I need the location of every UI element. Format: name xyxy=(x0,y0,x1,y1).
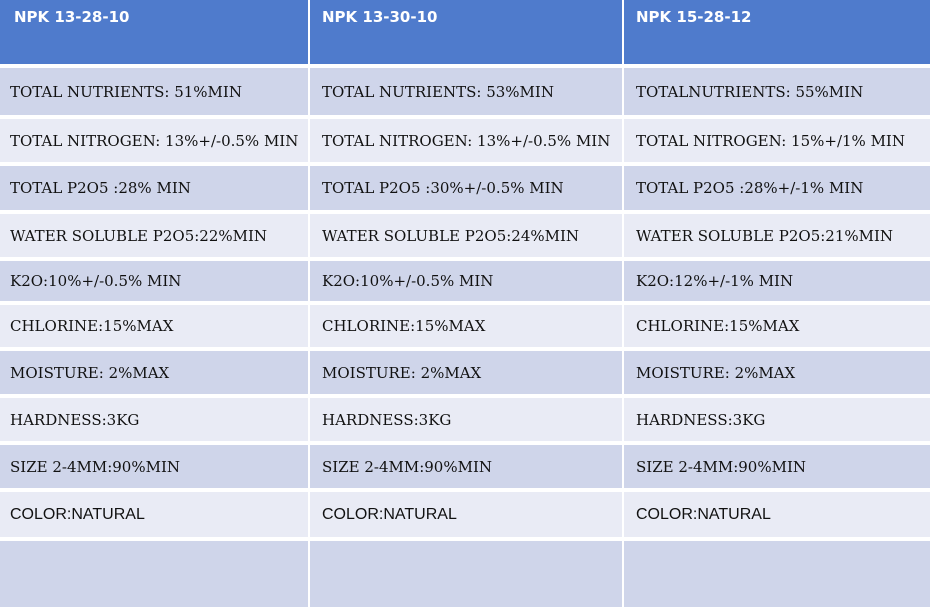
k2o-cell: K2O:10%+/-0.5% MIN xyxy=(0,261,308,301)
color-cell: COLOR:NATURAL xyxy=(310,492,622,537)
total-nitrogen-cell: TOTAL NITROGEN: 15%+/1% MIN xyxy=(624,119,930,162)
water-soluble-p2o5-cell: WATER SOLUBLE P2O5:22%MIN xyxy=(0,214,308,257)
total-nutrients-cell: TOTAL NUTRIENTS: 53%MIN xyxy=(310,68,622,115)
hardness-cell: HARDNESS:3KG xyxy=(310,398,622,441)
size-cell: SIZE 2-4MM:90%MIN xyxy=(624,445,930,488)
empty-cell xyxy=(310,541,622,607)
empty-cell xyxy=(0,541,308,607)
water-soluble-p2o5-cell: WATER SOLUBLE P2O5:24%MIN xyxy=(310,214,622,257)
total-nutrients-cell: TOTAL NUTRIENTS: 51%MIN xyxy=(0,68,308,115)
color-cell: COLOR:NATURAL xyxy=(0,492,308,537)
total-nutrients-cell: TOTALNUTRIENTS: 55%MIN xyxy=(624,68,930,115)
k2o-cell: K2O:12%+/-1% MIN xyxy=(624,261,930,301)
header-npk-13-30-10: NPK 13-30-10 xyxy=(310,0,622,64)
empty-cell xyxy=(624,541,930,607)
header-npk-15-28-12: NPK 15-28-12 xyxy=(624,0,930,64)
moisture-cell: MOISTURE: 2%MAX xyxy=(0,351,308,394)
total-nitrogen-cell: TOTAL NITROGEN: 13%+/-0.5% MIN xyxy=(0,119,308,162)
chlorine-cell: CHLORINE:15%MAX xyxy=(0,305,308,347)
color-cell: COLOR:NATURAL xyxy=(624,492,930,537)
chlorine-cell: CHLORINE:15%MAX xyxy=(310,305,622,347)
size-cell: SIZE 2-4MM:90%MIN xyxy=(0,445,308,488)
water-soluble-p2o5-cell: WATER SOLUBLE P2O5:21%MIN xyxy=(624,214,930,257)
chlorine-cell: CHLORINE:15%MAX xyxy=(624,305,930,347)
moisture-cell: MOISTURE: 2%MAX xyxy=(310,351,622,394)
total-p2o5-cell: TOTAL P2O5 :28%+/-1% MIN xyxy=(624,166,930,210)
hardness-cell: HARDNESS:3KG xyxy=(624,398,930,441)
total-p2o5-cell: TOTAL P2O5 :28% MIN xyxy=(0,166,308,210)
total-nitrogen-cell: TOTAL NITROGEN: 13%+/-0.5% MIN xyxy=(310,119,622,162)
header-npk-13-28-10: NPK 13-28-10 xyxy=(0,0,308,64)
k2o-cell: K2O:10%+/-0.5% MIN xyxy=(310,261,622,301)
total-p2o5-cell: TOTAL P2O5 :30%+/-0.5% MIN xyxy=(310,166,622,210)
hardness-cell: HARDNESS:3KG xyxy=(0,398,308,441)
moisture-cell: MOISTURE: 2%MAX xyxy=(624,351,930,394)
size-cell: SIZE 2-4MM:90%MIN xyxy=(310,445,622,488)
